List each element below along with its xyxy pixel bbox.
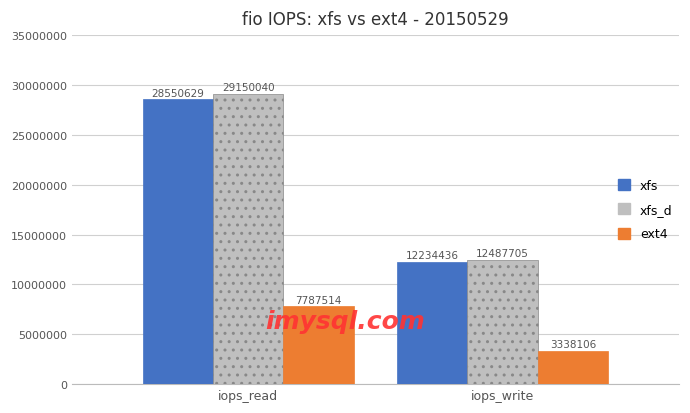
- Text: imysql.com: imysql.com: [265, 309, 425, 333]
- Text: 7787514: 7787514: [295, 295, 342, 305]
- Bar: [397, 263, 468, 384]
- Text: 3338106: 3338106: [550, 339, 596, 349]
- Text: 12487705: 12487705: [476, 248, 529, 258]
- Text: 28550629: 28550629: [151, 88, 204, 98]
- Bar: [213, 94, 284, 384]
- Title: fio IOPS: xfs vs ext4 - 20150529: fio IOPS: xfs vs ext4 - 20150529: [242, 11, 509, 29]
- Bar: [143, 100, 213, 384]
- Text: 12234436: 12234436: [406, 251, 459, 261]
- Bar: [284, 307, 354, 384]
- Legend: xfs, xfs_d, ext4: xfs, xfs_d, ext4: [618, 179, 673, 241]
- Text: 29150040: 29150040: [222, 83, 275, 93]
- Bar: [538, 351, 609, 384]
- Bar: [468, 260, 538, 384]
